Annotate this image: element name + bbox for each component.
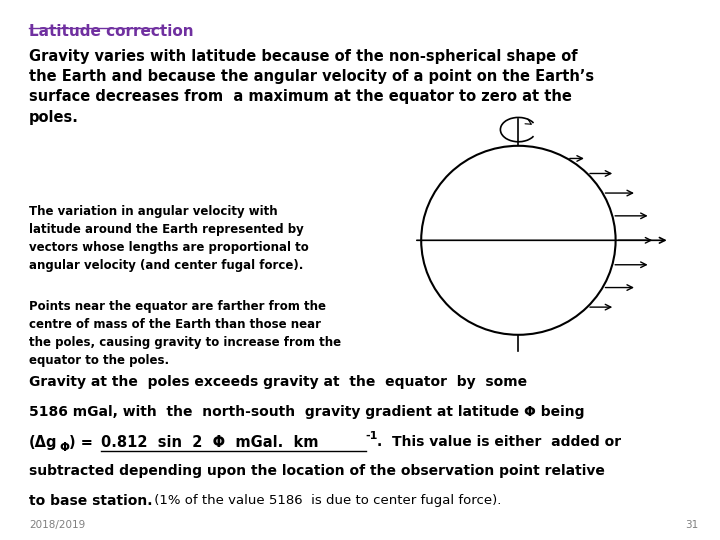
Ellipse shape — [421, 146, 616, 335]
Text: 5186 mGal, with  the  north-south  gravity gradient at latitude Φ being: 5186 mGal, with the north-south gravity … — [29, 405, 585, 419]
Text: 0.812  sin  2  Φ  mGal.  km: 0.812 sin 2 Φ mGal. km — [101, 435, 318, 450]
Text: The variation in angular velocity with
latitude around the Earth represented by
: The variation in angular velocity with l… — [29, 205, 309, 272]
Text: .  This value is either  added or: . This value is either added or — [377, 435, 621, 449]
Text: Φ: Φ — [60, 441, 70, 454]
Text: (1% of the value 5186  is due to center fugal force).: (1% of the value 5186 is due to center f… — [150, 494, 501, 507]
Text: Gravity at the  poles exceeds gravity at  the  equator  by  some: Gravity at the poles exceeds gravity at … — [29, 375, 527, 389]
Text: Latitude correction: Latitude correction — [29, 24, 194, 39]
Text: ) =: ) = — [69, 435, 103, 450]
Text: (Δg: (Δg — [29, 435, 58, 450]
Text: to base station.: to base station. — [29, 494, 153, 508]
Text: Points near the equator are farther from the
centre of mass of the Earth than th: Points near the equator are farther from… — [29, 300, 341, 367]
Text: -1: -1 — [366, 431, 378, 442]
Text: 31: 31 — [685, 520, 698, 530]
Text: subtracted depending upon the location of the observation point relative: subtracted depending upon the location o… — [29, 464, 605, 478]
Text: 2018/2019: 2018/2019 — [29, 520, 85, 530]
Text: Gravity varies with latitude because of the non-spherical shape of
the Earth and: Gravity varies with latitude because of … — [29, 49, 594, 125]
